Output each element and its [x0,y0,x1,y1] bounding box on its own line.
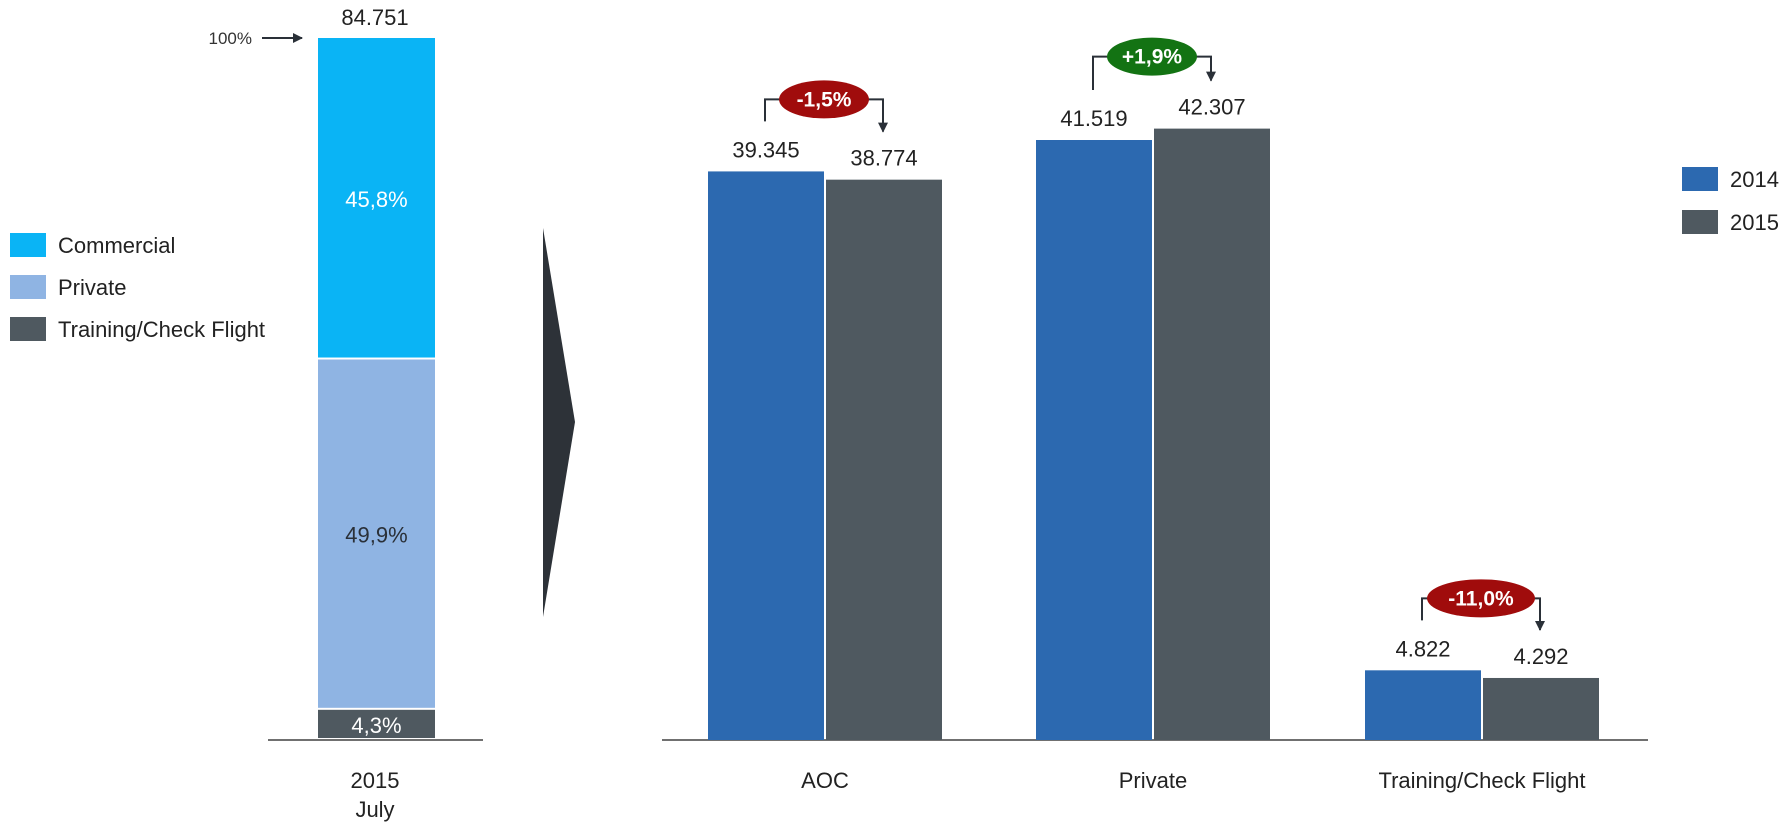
stacked-total-label: 84.751 [341,5,408,30]
stacked-segment-label-2: 45,8% [345,187,407,212]
legend-right-label-1: 2015 [1730,210,1779,235]
change-badge-label-0: -1,5% [797,88,852,111]
bar-0-0 [708,171,824,741]
bar-value-label-0-0: 39.345 [732,137,799,162]
legend-swatch-2 [10,317,46,341]
stacked-segment-1 [318,359,435,708]
yearly-comparison-bar-chart: 39.345 38.774 AOC -1,5% 41.519 42.307 Private +… [662,37,1648,793]
legend-right-swatch-0 [1682,167,1718,191]
stacked-segment-label-0: 4,3% [351,713,401,738]
legend-right-label-0: 2014 [1730,167,1779,192]
change-badge-1 [1107,37,1197,76]
legend-label-1: Private [58,275,126,300]
right-legend: 2014 2015 [1682,167,1779,235]
legend-swatch-0 [10,233,46,257]
change-badge-label-2: -11,0% [1448,587,1514,610]
stacked-segment-2 [318,38,435,358]
stacked-segment-label-1: 49,9% [345,523,407,548]
bar-1-0 [1036,140,1152,740]
legend-right-swatch-1 [1682,210,1718,234]
stacked-category-label-month: July [355,797,394,822]
change-badge-0 [779,80,869,119]
category-label-1: Private [1119,768,1187,793]
bar-value-label-2-1: 4.292 [1513,644,1568,669]
category-label-2: Training/Check Flight [1378,768,1585,793]
bar-1-1 [1154,128,1270,741]
bar-2-1 [1483,677,1599,740]
bar-2-0 [1365,670,1481,740]
legend-label-2: Training/Check Flight [58,317,265,342]
bar-0-1 [826,179,942,740]
category-label-0: AOC [801,768,849,793]
hundred-percent-label: 100% [209,29,252,48]
bar-value-label-0-1: 38.774 [850,146,917,171]
bar-value-label-1-0: 41.519 [1060,106,1127,131]
bar-value-label-2-0: 4.822 [1395,636,1450,661]
share-stacked-bar-chart: 100% 84.751 2015 July 4,3% 49,9% 45,8% [209,5,483,822]
left-legend: Commercial Private Training/Check Flight [10,233,265,342]
bar-value-label-1-1: 42.307 [1178,95,1245,120]
stacked-segment-0 [318,709,435,738]
chevron-divider-icon [543,228,575,617]
legend-swatch-1 [10,275,46,299]
change-badge-label-1: +1,9% [1122,46,1182,69]
legend-label-0: Commercial [58,233,175,258]
change-badge-2 [1427,579,1535,618]
stacked-category-label-year: 2015 [351,768,400,793]
